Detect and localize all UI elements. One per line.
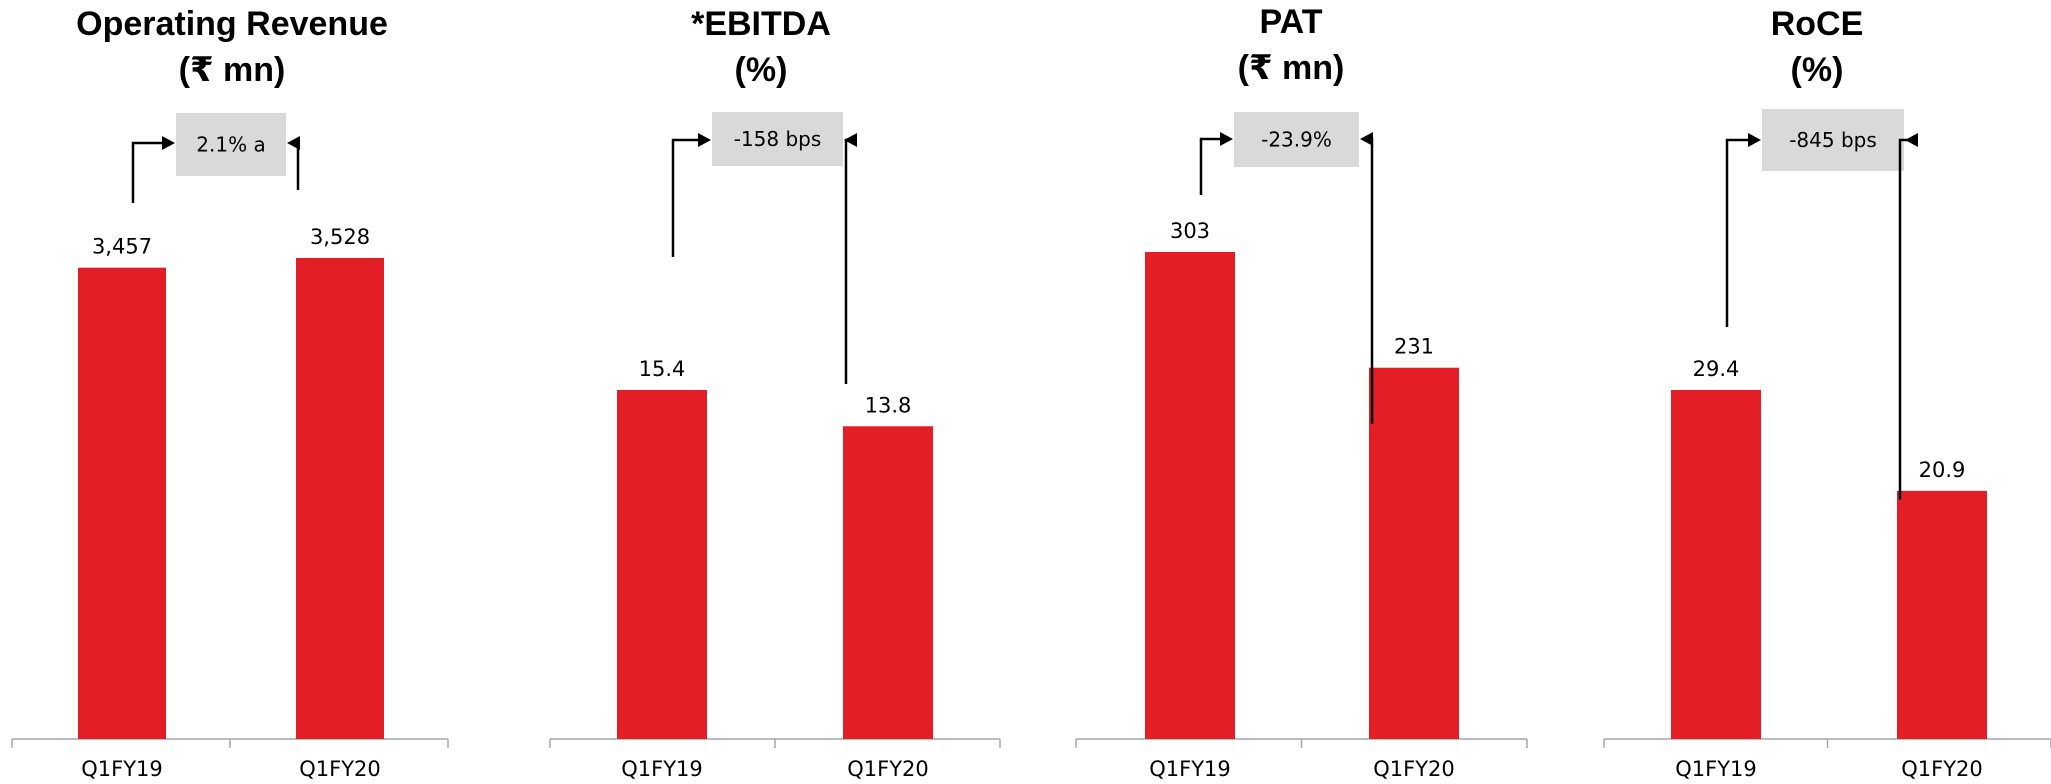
bar-value-label: 20.9 [1919, 458, 1966, 482]
chart-title: *EBITDA [691, 5, 831, 43]
chart-title: RoCE [1771, 5, 1864, 43]
bar-value-label: 231 [1394, 335, 1434, 359]
arrowhead-icon [1220, 132, 1233, 146]
x-tick-label: Q1FY19 [81, 757, 163, 781]
left-connector-line [131, 141, 164, 203]
x-tick-label: Q1FY20 [1373, 757, 1455, 781]
bar [617, 390, 707, 739]
left-connector-line [1725, 138, 1750, 327]
right-connector-line [1370, 137, 1374, 424]
arrowhead-icon [162, 136, 175, 150]
bar-value-label: 15.4 [639, 357, 686, 381]
left-connector-line [1199, 137, 1222, 195]
bar-value-label: 13.8 [865, 393, 912, 417]
change-box [1234, 112, 1359, 167]
bar [1897, 490, 1987, 739]
x-tick-label: Q1FY20 [847, 757, 929, 781]
chart-subtitle: (%) [735, 51, 788, 89]
arrowhead-icon [698, 133, 711, 147]
x-tick-label: Q1FY19 [1675, 757, 1757, 781]
bar [1369, 367, 1459, 739]
x-tick-label: Q1FY19 [621, 757, 703, 781]
bar [1671, 390, 1761, 739]
change-label: -23.9% [1261, 128, 1332, 152]
change-label: 2.1% a [196, 133, 265, 157]
change-label: -845 bps [1789, 128, 1877, 152]
chart-subtitle: (₹ mn) [179, 51, 286, 89]
bar-value-label: 3,457 [92, 235, 152, 259]
arrowhead-icon [287, 136, 300, 150]
change-box [712, 112, 843, 166]
bar-value-label: 303 [1170, 219, 1210, 243]
change-label: -158 bps [734, 127, 822, 151]
chart-subtitle: (₹ mn) [1238, 49, 1345, 87]
chart-title: Operating Revenue [76, 5, 388, 43]
change-box [176, 113, 286, 176]
bar-value-label: 29.4 [1693, 357, 1740, 381]
left-connector-line [671, 138, 700, 257]
arrowhead-icon [844, 133, 857, 147]
x-tick-label: Q1FY20 [1901, 757, 1983, 781]
right-connector-line [844, 138, 855, 384]
change-box [1762, 109, 1904, 171]
bar [843, 426, 933, 739]
bar-value-label: 3,528 [310, 225, 370, 249]
chart-title: PAT [1260, 3, 1323, 41]
bar [1145, 252, 1235, 739]
bar [296, 258, 384, 739]
arrowhead-icon [1748, 133, 1761, 147]
bar [78, 267, 166, 739]
arrowhead-icon [1905, 133, 1918, 147]
right-connector-line [1898, 138, 1916, 500]
x-tick-label: Q1FY19 [1149, 757, 1231, 781]
x-tick-label: Q1FY20 [299, 757, 381, 781]
arrowhead-icon [1360, 132, 1373, 146]
chart-subtitle: (%) [1791, 51, 1844, 89]
